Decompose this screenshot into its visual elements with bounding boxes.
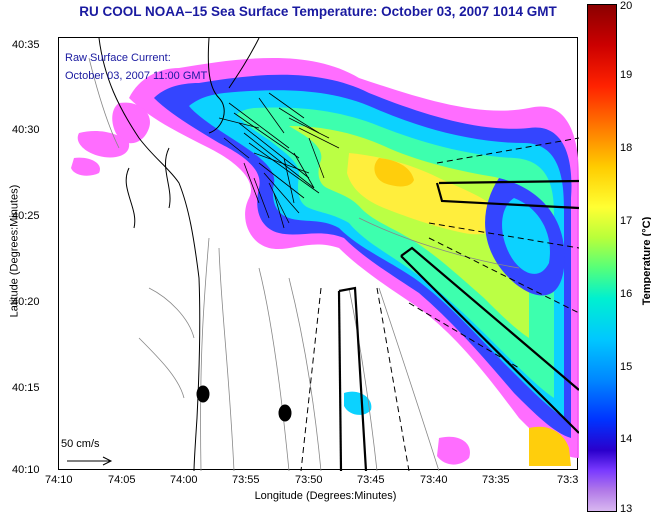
annotation-line2: October 03, 2007 11:00 GMT <box>65 70 208 82</box>
x-tick: 73:50 <box>295 474 323 486</box>
coastline <box>98 38 260 471</box>
colorbar-tick: 19 <box>620 69 633 81</box>
colorbar-tick: 16 <box>620 288 633 300</box>
transect-boxes <box>337 179 579 471</box>
x-tick: 73:45 <box>357 474 385 486</box>
y-tick: 40:15 <box>12 382 40 394</box>
y-tick: 40:35 <box>12 39 40 51</box>
x-tick: 73:35 <box>482 474 510 486</box>
x-tick: 74:00 <box>170 474 198 486</box>
scale-arrow <box>67 456 113 466</box>
mooring-marker <box>196 385 210 403</box>
y-axis-label: Latitude (Degrees:Minutes) <box>8 184 21 318</box>
colorbar-label: Temperature (°C) <box>641 216 651 306</box>
scale-label: 50 cm/s <box>61 438 100 450</box>
colorbar-tick: 18 <box>620 142 633 154</box>
x-axis-label: Longitude (Degrees:Minutes) <box>254 490 397 502</box>
x-tick: 73:3 <box>557 474 579 486</box>
y-tick: 40:20 <box>12 296 40 308</box>
colorbar-tick: 14 <box>620 433 633 445</box>
temperature-colorbar <box>587 4 617 512</box>
colorbar-tick: 20 <box>620 0 633 12</box>
dashed-transects <box>300 137 579 471</box>
map-title: RU COOL NOAA–15 Sea Surface Temperature:… <box>79 4 557 19</box>
x-tick: 73:55 <box>232 474 260 486</box>
y-tick: 40:25 <box>12 210 40 222</box>
x-tick: 73:40 <box>420 474 448 486</box>
colorbar-tick: 13 <box>620 503 633 515</box>
bathymetry-contours <box>88 57 520 471</box>
surface-current-vectors <box>218 92 340 229</box>
mooring-marker <box>278 404 292 422</box>
x-tick: 74:10 <box>45 474 73 486</box>
y-tick: 40:30 <box>12 124 40 136</box>
sst-field <box>71 58 579 466</box>
colorbar-tick: 17 <box>620 215 633 227</box>
y-tick: 40:10 <box>12 464 40 476</box>
annotation-line1: Raw Surface Current: <box>65 52 171 64</box>
x-tick: 74:05 <box>108 474 136 486</box>
map-plot-area[interactable]: Raw Surface Current: October 03, 2007 11… <box>58 37 579 471</box>
sst-map <box>67 38 579 471</box>
colorbar-tick: 15 <box>620 361 633 373</box>
